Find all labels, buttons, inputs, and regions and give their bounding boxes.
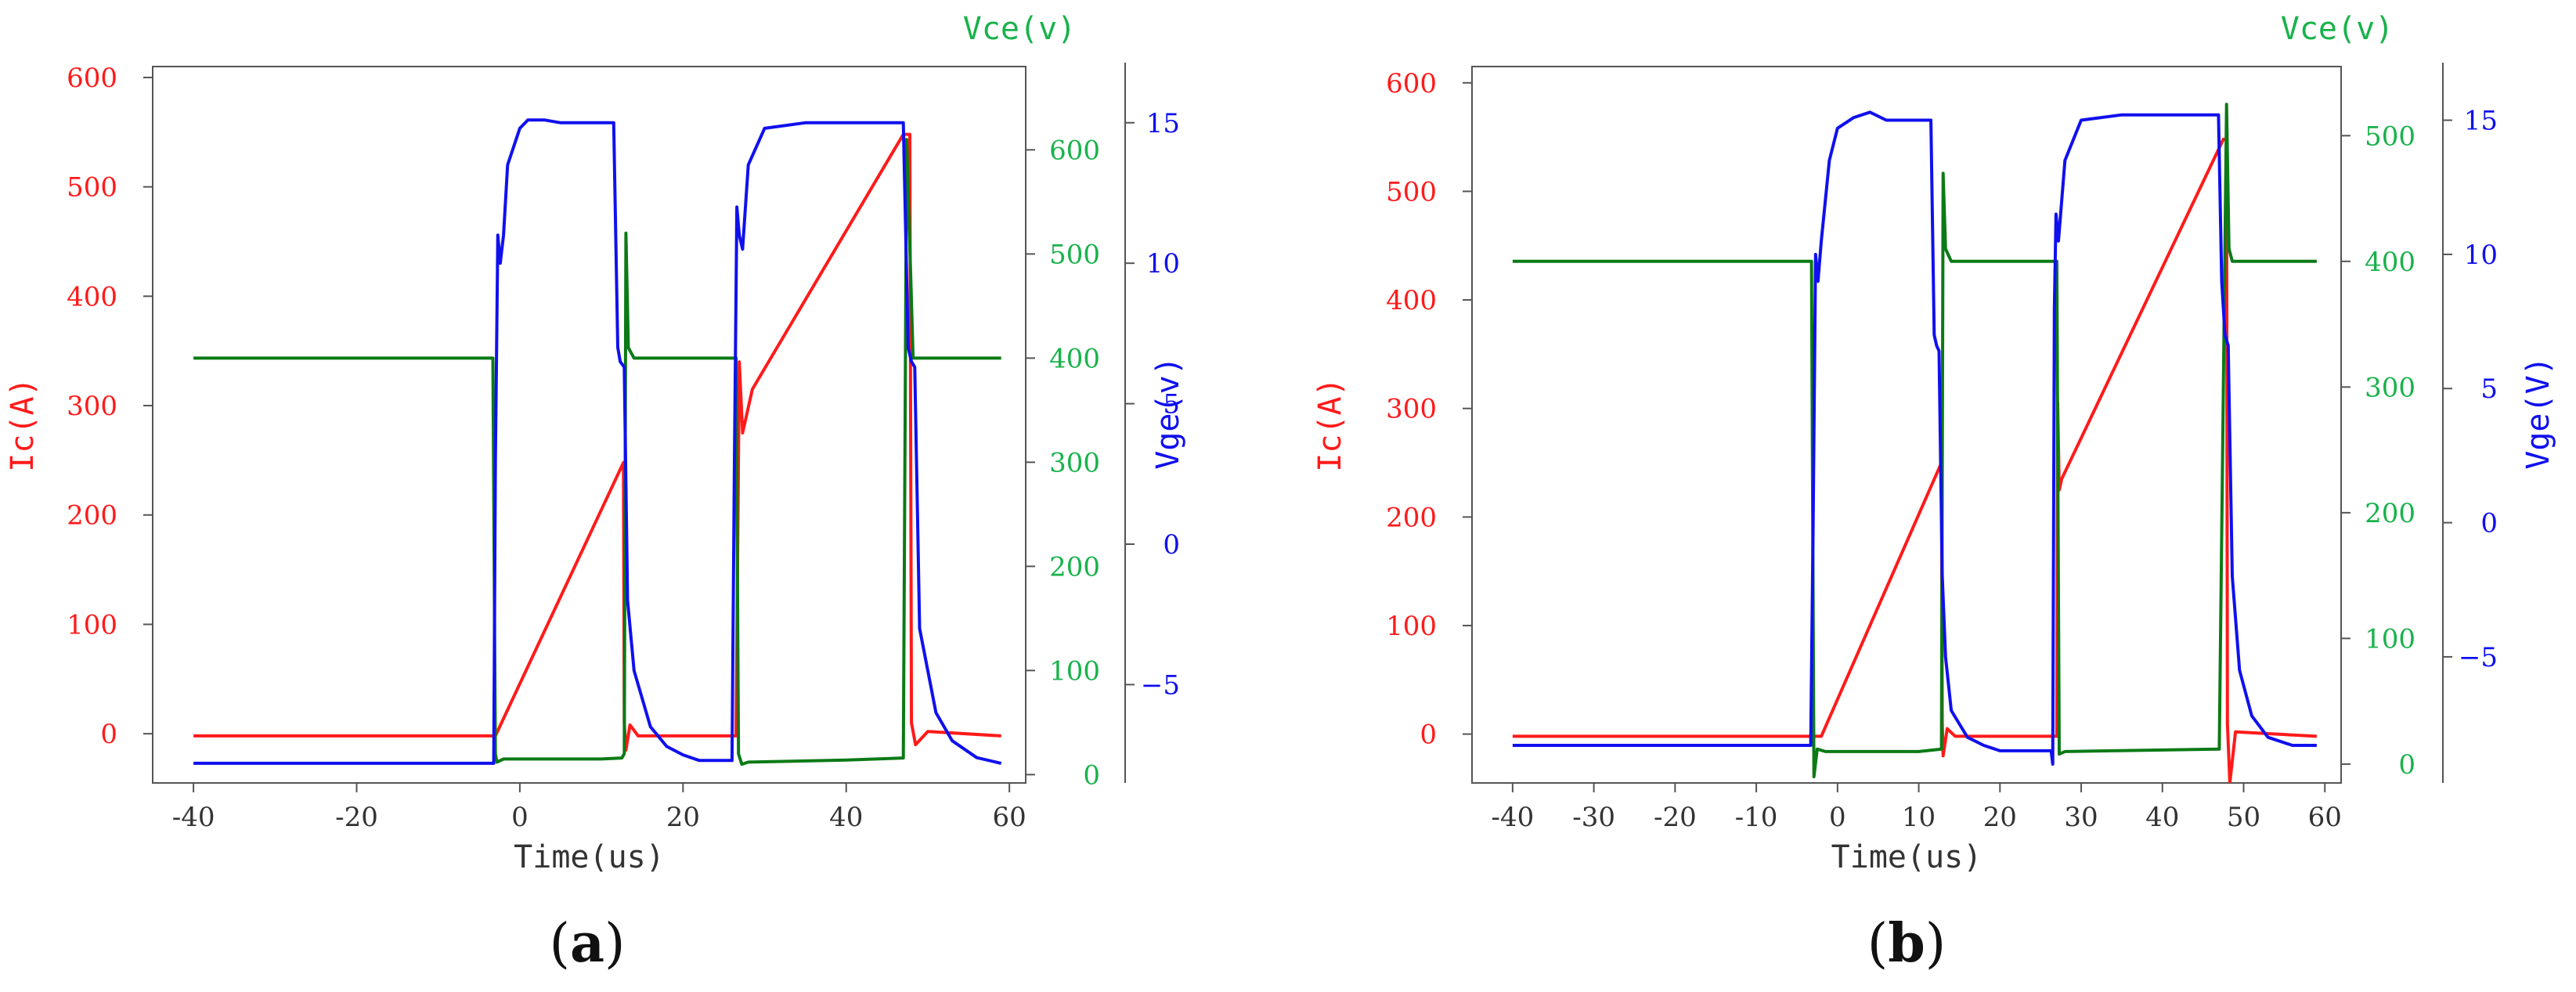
vge-axis-label: Vge(v) bbox=[1150, 356, 1186, 470]
vge-tick-label: 15 bbox=[1146, 108, 1180, 139]
vce-tick-label: 400 bbox=[2365, 247, 2415, 278]
left-tick-label: 200 bbox=[67, 500, 117, 532]
left-tick-label: 0 bbox=[100, 719, 117, 750]
vge-tick-label: 10 bbox=[2464, 240, 2498, 271]
panel-a: -40 -20 0 20 40 60010020030040050060001002003… bbox=[5, 11, 1186, 975]
vge-tick-label: 10 bbox=[1146, 248, 1180, 280]
left-axis-label: Ic(A) bbox=[1312, 377, 1348, 471]
x-axis-label: Time(us) bbox=[1831, 839, 1983, 875]
vge-tick-label: 0 bbox=[1163, 529, 1180, 561]
vge-axis-label: Vge(V) bbox=[2520, 356, 2556, 470]
vce-tick-label: 300 bbox=[1049, 447, 1100, 478]
x-axis-label: Time(us) bbox=[514, 839, 665, 875]
vce-tick-label: 0 bbox=[1083, 759, 1100, 791]
vce-tick-label: 100 bbox=[1049, 655, 1100, 687]
series-line-left bbox=[193, 132, 1001, 752]
left-tick-label: 100 bbox=[67, 609, 117, 640]
vce-axis-label: Vce(v) bbox=[2281, 11, 2394, 47]
left-tick-label: 400 bbox=[67, 281, 117, 312]
x-tick-label: -20 bbox=[1654, 802, 1697, 833]
vce-tick-label: 100 bbox=[2365, 623, 2415, 655]
left-tick-label: 600 bbox=[1386, 68, 1437, 99]
x-tick-label: 60 bbox=[2308, 802, 2342, 833]
vce-tick-label: 500 bbox=[1049, 239, 1100, 270]
panel-label: (a) bbox=[549, 912, 625, 975]
vce-tick-label: 0 bbox=[2398, 749, 2415, 781]
left-tick-label: 500 bbox=[67, 172, 117, 204]
x-tick-label: 60 bbox=[993, 802, 1026, 833]
x-tick-label: -10 bbox=[1735, 802, 1778, 833]
left-axis-label: Ic(A) bbox=[5, 377, 41, 471]
left-tick-label: 400 bbox=[1386, 285, 1437, 316]
panel-label: (b) bbox=[1867, 912, 1946, 975]
x-tick-label: 40 bbox=[2145, 802, 2179, 833]
vge-tick-label: 0 bbox=[2480, 508, 2498, 539]
left-tick-label: 300 bbox=[67, 391, 117, 422]
plot-frame bbox=[1471, 66, 2342, 784]
left-tick-label: 0 bbox=[1420, 720, 1437, 751]
vce-tick-label: 300 bbox=[2365, 372, 2415, 403]
series-line-left bbox=[1512, 137, 2318, 783]
x-tick-label: 50 bbox=[2227, 802, 2260, 833]
x-tick-label: -40 bbox=[1491, 802, 1534, 833]
x-tick-label: 10 bbox=[1902, 802, 1936, 833]
series-line-vge bbox=[193, 118, 1002, 765]
vge-tick-label: −5 bbox=[1141, 669, 1180, 701]
plot-frame bbox=[152, 66, 1026, 784]
left-tick-label: 300 bbox=[1386, 394, 1437, 425]
vce-tick-label: 200 bbox=[1049, 551, 1100, 583]
x-tick-label: 40 bbox=[829, 802, 863, 833]
series-line-vge bbox=[1512, 110, 2317, 766]
vce-tick-label: 500 bbox=[2365, 121, 2415, 152]
left-tick-label: 100 bbox=[1386, 611, 1437, 642]
left-tick-label: 200 bbox=[1386, 502, 1437, 533]
x-tick-label: 20 bbox=[1983, 802, 2017, 833]
x-tick-label: 30 bbox=[2064, 802, 2098, 833]
x-tick-label: -20 bbox=[335, 802, 378, 833]
vce-tick-label: 400 bbox=[1049, 343, 1100, 374]
vce-axis-label: Vce(v) bbox=[963, 11, 1077, 47]
vge-tick-label: −5 bbox=[2459, 642, 2498, 673]
left-tick-label: 500 bbox=[1386, 176, 1437, 207]
vge-tick-label: 15 bbox=[2464, 106, 2498, 137]
vce-tick-label: 200 bbox=[2365, 498, 2415, 529]
panel-b: -40 -30 -20 -10 0 10 20 30 40 50 60010020030040050… bbox=[1312, 11, 2556, 975]
series-line-vce bbox=[193, 138, 1001, 767]
left-tick-label: 600 bbox=[67, 63, 117, 94]
x-tick-label: -30 bbox=[1572, 802, 1615, 833]
vce-tick-label: 600 bbox=[1049, 135, 1100, 166]
x-tick-label: 20 bbox=[666, 802, 700, 833]
x-tick-label: -40 bbox=[172, 802, 215, 833]
series-line-vce bbox=[1512, 103, 2317, 778]
x-tick-label: 0 bbox=[1829, 802, 1846, 833]
x-tick-label: 0 bbox=[511, 802, 529, 833]
vge-tick-label: 5 bbox=[2480, 373, 2498, 405]
vge-tick-label: 5 bbox=[1163, 389, 1180, 420]
